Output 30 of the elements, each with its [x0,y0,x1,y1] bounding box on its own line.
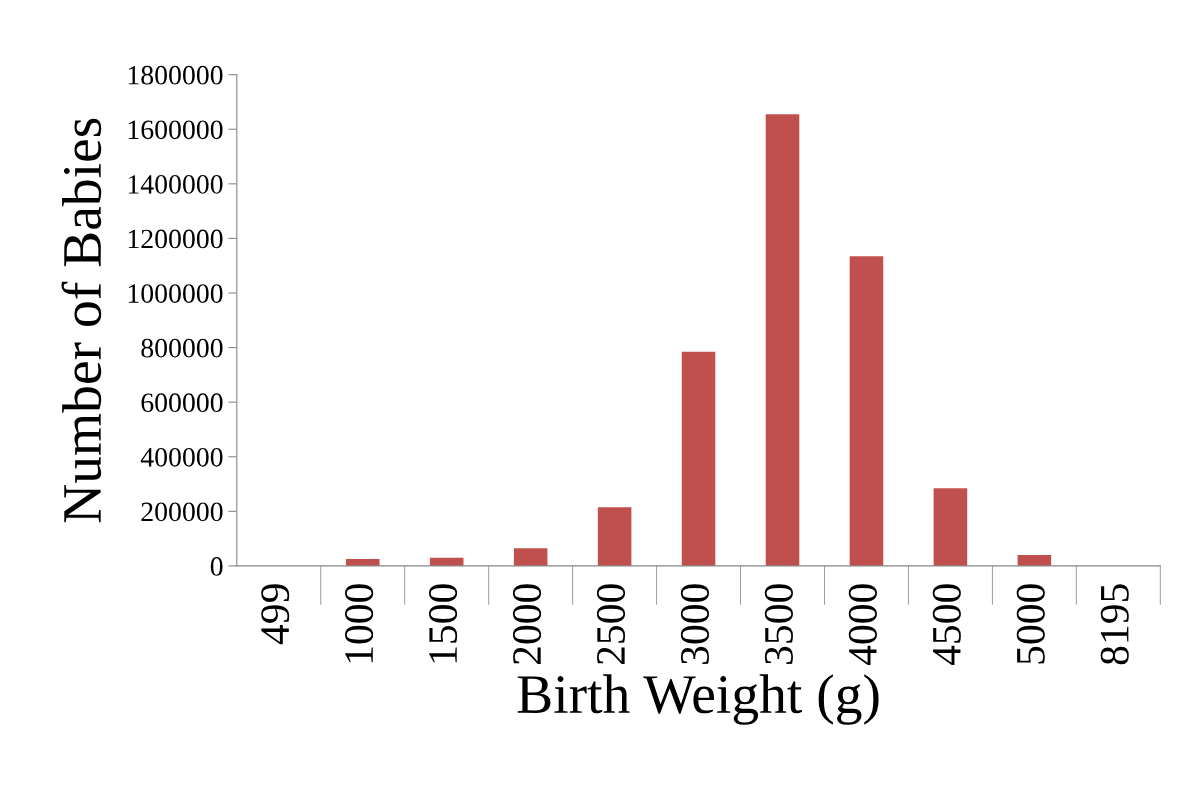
y-tick-label: 200000 [141,502,223,522]
bar [849,256,884,566]
bar [1017,555,1052,566]
x-tick-label: 499 [261,584,290,645]
x-axis-title: Birth Weight (g) [517,674,879,725]
bar [933,488,968,566]
x-tick-label: 3000 [680,584,709,664]
x-tick-label: 4000 [848,584,877,666]
y-tick-label: 1600000 [128,120,223,140]
y-tick-label: 800000 [141,338,223,358]
y-axis-title: Number of Babies [61,118,102,523]
bar [513,548,548,566]
x-tick-label: 1500 [429,584,458,663]
x-tick-label: 2000 [512,584,542,665]
y-tick-label: 1200000 [128,229,223,249]
x-tick-label: 5000 [1016,584,1045,664]
y-tick-label: 400000 [140,447,223,467]
y-tick-label: 1000000 [128,284,223,303]
x-tick-label: 3500 [764,584,793,664]
y-tick-label: 600000 [141,393,223,413]
y-tick-label: 0 [210,557,223,576]
y-tick-label: 1800000 [128,65,223,85]
y-tick-label: 1400000 [128,175,223,194]
x-tick-label: 4500 [932,584,961,666]
bar [597,507,632,566]
bar [681,351,716,566]
x-tick-label: 1000 [345,584,374,663]
x-tick-label: 2500 [596,584,626,665]
bar [765,114,800,566]
x-tick-label: 8195 [1100,584,1129,665]
